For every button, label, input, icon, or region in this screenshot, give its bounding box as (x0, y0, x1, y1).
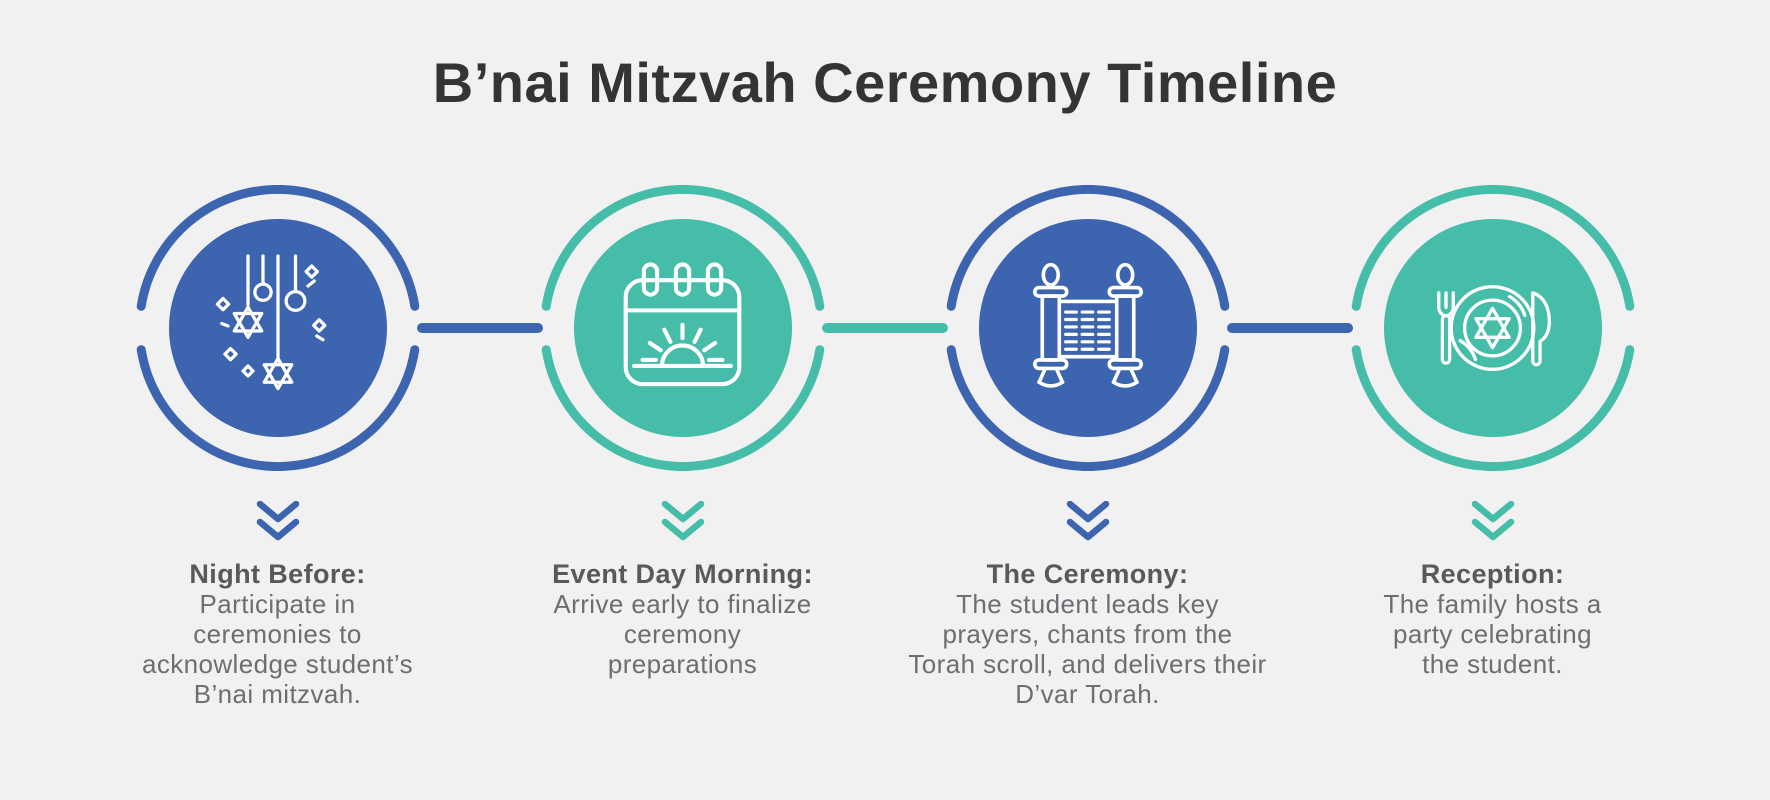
step-disc (978, 219, 1197, 437)
step-night-before: Night Before: Participate in ceremonies … (75, 185, 480, 709)
step-heading: Event Day Morning: (552, 559, 813, 589)
step-reception: Reception: The family hosts a party cele… (1290, 185, 1695, 709)
outer-ring (1351, 185, 1634, 471)
chevron-down-icon (661, 501, 704, 541)
outer-ring (541, 185, 824, 471)
step-circle (1350, 185, 1636, 471)
timeline: Night Before: Participate in ceremonies … (0, 185, 1770, 709)
step-heading: Reception: (1420, 559, 1565, 589)
torah-scroll-icon (1008, 261, 1168, 395)
connector-line-2 (822, 323, 948, 333)
step-heading: Night Before: (189, 559, 366, 589)
step-circle (540, 185, 826, 471)
page-title: B’nai Mitzvah Ceremony Timeline (432, 51, 1338, 114)
step-description: The family hosts a party celebrating the… (1383, 589, 1602, 679)
step-circle (945, 185, 1231, 471)
outer-ring (946, 185, 1229, 471)
step-description: The student leads key prayers, chants fr… (908, 589, 1267, 709)
bnai-mitzvah-timeline-infographic: { "title": "B’nai Mitzvah Ceremony Timel… (0, 50, 1770, 800)
sunrise-calendar-icon (610, 256, 755, 401)
chevron-down-icon (256, 501, 299, 541)
step-circle (135, 185, 421, 471)
step-the-ceremony: The Ceremony: The student leads key pray… (885, 185, 1290, 709)
step-disc (1383, 219, 1602, 437)
hanging-stars-decoration-icon (203, 251, 353, 406)
outer-ring (136, 185, 419, 471)
step-description: Arrive early to finalize ceremony prepar… (553, 589, 812, 679)
step-event-day-morning: Event Day Morning: Arrive early to final… (480, 185, 885, 709)
connector-line-1 (417, 323, 543, 333)
connector-line-3 (1227, 323, 1353, 333)
step-heading: The Ceremony: (986, 559, 1189, 589)
plate-fork-knife-icon (1415, 266, 1570, 390)
chevron-down-icon (1471, 501, 1514, 541)
chevron-down-icon (1066, 501, 1109, 541)
step-disc (573, 219, 792, 437)
step-disc (168, 219, 387, 437)
step-description: Participate in ceremonies to acknowledge… (142, 589, 413, 709)
